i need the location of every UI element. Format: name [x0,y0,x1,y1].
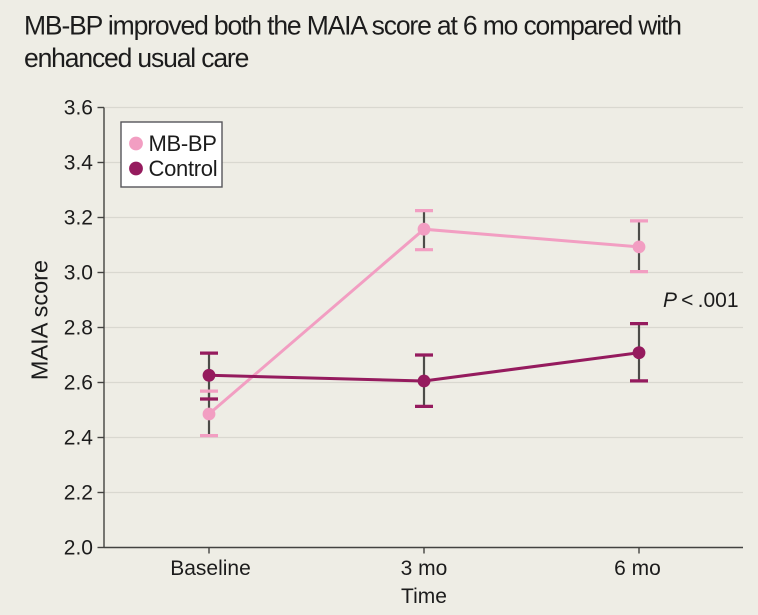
svg-text:2.0: 2.0 [64,537,93,560]
svg-text:2.8: 2.8 [64,317,93,340]
svg-text:P < .001: P < .001 [663,289,739,312]
svg-text:3.2: 3.2 [64,207,93,230]
svg-text:2.4: 2.4 [64,427,94,450]
svg-text:MAIA score: MAIA score [27,260,53,380]
svg-text:2.6: 2.6 [64,372,93,395]
svg-text:enhanced usual care: enhanced usual care [24,43,249,73]
svg-text:6 mo: 6 mo [614,557,661,580]
svg-text:2.2: 2.2 [64,482,93,505]
svg-text:Baseline: Baseline [170,557,251,580]
svg-text:3.4: 3.4 [64,152,94,175]
svg-text:3.6: 3.6 [64,97,93,120]
svg-text:Control: Control [149,156,218,181]
svg-text:MB-BP: MB-BP [149,131,217,156]
svg-text:3 mo: 3 mo [401,557,448,580]
svg-text:3.0: 3.0 [64,262,93,285]
svg-text:Time: Time [401,585,447,608]
svg-text:MB-BP improved both the MAIA s: MB-BP improved both the MAIA score at 6 … [24,11,681,41]
